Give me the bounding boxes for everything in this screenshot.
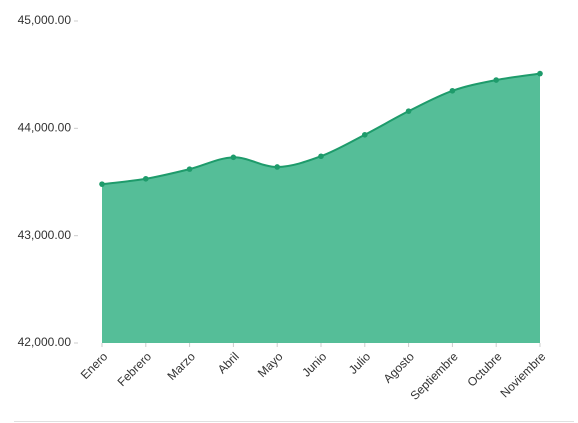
y-tick-label: 42,000.00 bbox=[18, 335, 72, 349]
x-tick-label: Agosto bbox=[381, 349, 418, 386]
point bbox=[186, 166, 193, 172]
area bbox=[102, 73, 540, 344]
x-tick-label: Febrero bbox=[115, 349, 155, 389]
x-tick-label: Noviembre bbox=[497, 349, 548, 400]
point bbox=[362, 131, 368, 138]
point bbox=[274, 164, 281, 170]
x-tick-label: Abril bbox=[215, 349, 242, 376]
point bbox=[230, 154, 237, 161]
point bbox=[537, 70, 543, 77]
y-tick-label: 45,000.00 bbox=[18, 13, 72, 27]
y-tick-label: 43,000.00 bbox=[18, 228, 72, 242]
x-tick-label: Mayo bbox=[255, 349, 286, 380]
point bbox=[99, 181, 105, 187]
point bbox=[405, 108, 412, 114]
point bbox=[449, 87, 456, 94]
point bbox=[143, 175, 149, 182]
y-tick-label: 44,000.00 bbox=[18, 121, 72, 135]
x-tick-label: Junio bbox=[299, 349, 329, 379]
x-tick-label: Septiembre bbox=[407, 349, 461, 403]
x-tick-label: Marzo bbox=[164, 349, 198, 383]
x-tick-label: Octubre bbox=[464, 349, 504, 389]
point bbox=[318, 153, 324, 160]
x-tick-label: Julio bbox=[346, 349, 374, 377]
point bbox=[493, 77, 500, 83]
x-tick-label: Enero bbox=[78, 349, 111, 382]
